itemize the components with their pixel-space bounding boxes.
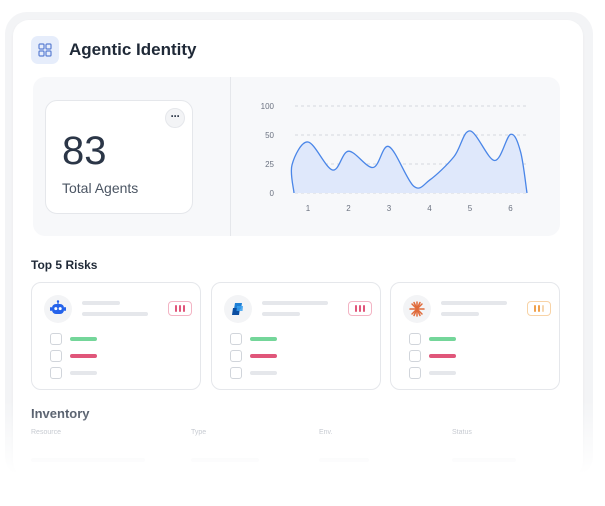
table-row-placeholder [319, 458, 369, 462]
chart-series-line [290, 130, 528, 194]
status-critical-bar [250, 354, 277, 358]
risk-card-2[interactable] [211, 282, 381, 390]
risk-card-3[interactable] [390, 282, 560, 390]
x-tick-label: 6 [508, 204, 513, 213]
robot-icon [44, 295, 72, 323]
x-tick-label: 3 [387, 204, 392, 213]
severity-high-badge [348, 301, 372, 316]
risk-name-placeholder [82, 301, 120, 305]
y-tick-label: 25 [265, 160, 274, 169]
dashboard-grid-icon [31, 36, 59, 64]
checkbox[interactable] [50, 367, 62, 379]
x-tick-label: 1 [306, 204, 311, 213]
top-risks-title: Top 5 Risks [31, 258, 98, 272]
risk-name-placeholder [441, 301, 507, 305]
status-ok-bar [429, 337, 456, 341]
table-row-placeholder [31, 458, 145, 462]
table-row-placeholder [191, 458, 259, 462]
azure-ai-icon [224, 295, 252, 323]
asterisk-burst-icon [403, 295, 431, 323]
risk-detail-placeholder [82, 312, 148, 316]
column-header-resource[interactable]: Resource [31, 429, 61, 436]
status-critical-bar [429, 354, 456, 358]
checkbox[interactable] [230, 333, 242, 345]
x-tick-label: 5 [468, 204, 473, 213]
status-ok-bar [250, 337, 277, 341]
checkbox[interactable] [50, 350, 62, 362]
checkbox[interactable] [230, 350, 242, 362]
status-neutral-bar [429, 371, 456, 375]
more-options-button[interactable]: ··· [165, 108, 185, 128]
chart-area-fill [291, 130, 527, 193]
severity-medium-badge [527, 301, 551, 316]
checkbox[interactable] [50, 333, 62, 345]
checkbox[interactable] [409, 333, 421, 345]
checkbox[interactable] [409, 367, 421, 379]
agents-area-chart: 100 50 25 0 1 2 3 4 5 6 [261, 102, 528, 213]
y-tick-label: 100 [261, 102, 275, 111]
total-agents-value: 83 [62, 129, 107, 173]
checkbox[interactable] [230, 367, 242, 379]
table-row-placeholder [452, 458, 516, 462]
column-header-type[interactable]: Type [191, 429, 207, 436]
status-neutral-bar [70, 371, 97, 375]
checkbox[interactable] [409, 350, 421, 362]
stats-divider [230, 77, 231, 236]
column-header-env[interactable]: Env. [319, 429, 333, 436]
risk-detail-placeholder [441, 312, 479, 316]
page-title: Agentic Identity [69, 40, 197, 59]
status-neutral-bar [250, 371, 277, 375]
risk-detail-placeholder [262, 312, 300, 316]
status-ok-bar [70, 337, 97, 341]
y-tick-label: 50 [265, 131, 274, 140]
risk-card-1[interactable] [31, 282, 201, 390]
severity-high-badge [168, 301, 192, 316]
risk-name-placeholder [262, 301, 328, 305]
x-tick-label: 2 [346, 204, 351, 213]
y-tick-label: 0 [270, 189, 275, 198]
total-agents-label: Total Agents [62, 180, 139, 196]
inventory-title: Inventory [31, 406, 90, 421]
column-header-status[interactable]: Status [452, 429, 472, 436]
x-tick-label: 4 [427, 204, 432, 213]
status-critical-bar [70, 354, 97, 358]
